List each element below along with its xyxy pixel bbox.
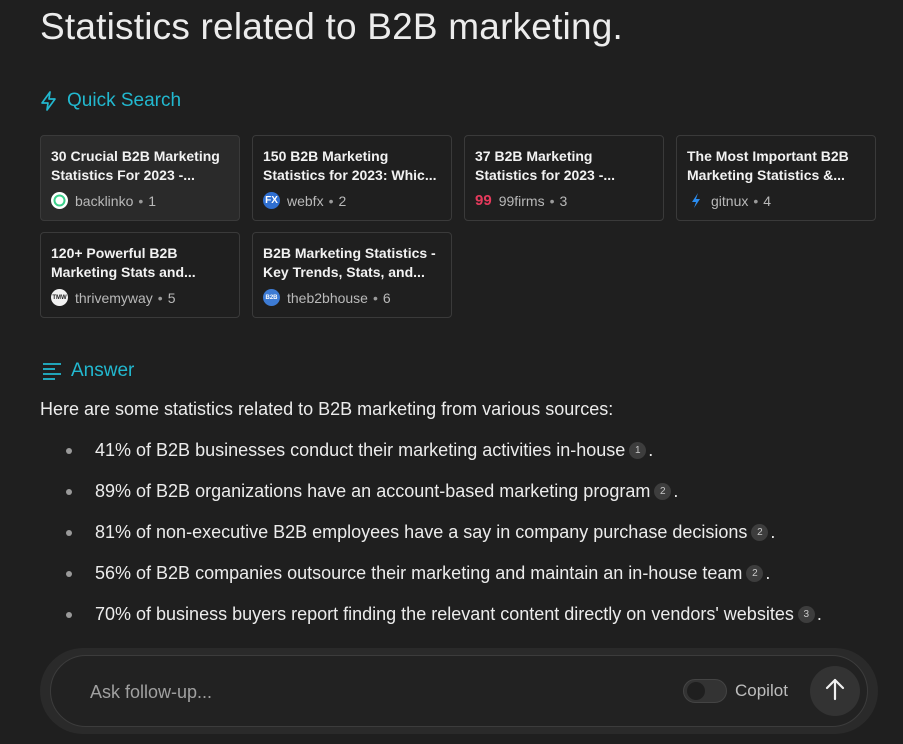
bullet [66,489,72,495]
source-title: 30 Crucial B2B Marketing Statistics For … [51,148,220,183]
answer-text: 70% of business buyers report finding th… [95,604,794,624]
thrivemyway-logo-icon: TMW [51,289,68,306]
99firms-logo-icon: 99 [475,192,492,209]
follow-up-input[interactable] [88,678,612,706]
source-site: thrivemyway [75,289,153,306]
copilot-label: Copilot [735,681,788,700]
answer-intro: Here are some statistics related to B2B … [40,399,614,419]
bullet [66,571,72,577]
answer-heading: Answer [42,360,134,382]
source-card[interactable]: B2B Marketing Statistics - Key Trends, S… [252,232,452,318]
list-item: 41% of B2B businesses conduct their mark… [66,436,866,477]
bullet [66,612,72,618]
source-index: 3 [559,192,568,209]
page-title: Statistics related to B2B marketing. [40,6,624,47]
answer-text: 41% of B2B businesses conduct their mark… [95,440,626,460]
source-index: 1 [148,192,157,209]
source-title: 37 B2B Marketing Statistics for 2023 -..… [475,148,616,183]
quick-search-label: Quick Search [67,90,182,111]
answer-text: 89% of B2B organizations have an account… [95,481,651,501]
backlinko-logo-icon [51,192,68,209]
quick-search-heading: Quick Search [40,90,181,112]
citation-badge[interactable]: 1 [629,442,647,459]
answer-text: 56% of B2B companies outsource their mar… [95,563,743,583]
citation-badge[interactable]: 2 [751,524,769,541]
source-card[interactable]: The Most Important B2B Marketing Statist… [676,135,876,221]
citation-badge[interactable]: 2 [654,483,672,500]
answer-text: 81% of non-executive B2B employees have … [95,522,748,542]
source-site: backlinko [75,192,134,209]
send-button[interactable] [810,666,860,716]
source-index: 6 [382,289,391,306]
arrow-up-icon [824,677,846,706]
source-site: webfx [287,192,324,209]
source-index: 2 [338,192,347,209]
source-card[interactable]: 30 Crucial B2B Marketing Statistics For … [40,135,240,221]
toggle-knob [687,682,705,700]
source-index: 4 [763,192,772,209]
theb2bhouse-logo-icon: B2B [263,289,280,306]
separator-dot: • [328,192,334,209]
source-card[interactable]: 120+ Powerful B2B Marketing Stats and...… [40,232,240,318]
separator-dot: • [138,192,144,209]
lightning-icon [40,91,58,111]
source-site: 99firms [498,192,545,209]
bullet [66,530,72,536]
separator-dot: • [372,289,378,306]
source-title: The Most Important B2B Marketing Statist… [687,148,849,183]
source-card[interactable]: 150 B2B Marketing Statistics for 2023: W… [252,135,452,221]
list-item: 81% of non-executive B2B employees have … [66,518,866,559]
source-index: 5 [167,289,176,306]
answer-label: Answer [71,360,135,381]
citation-badge[interactable]: 3 [797,606,815,623]
source-card[interactable]: 37 B2B Marketing Statistics for 2023 -..… [464,135,664,221]
separator-dot: • [753,192,759,209]
source-title: 120+ Powerful B2B Marketing Stats and... [51,245,196,280]
source-site: gitnux [711,192,749,209]
webfx-logo-icon: FX [263,192,280,209]
list-item: 56% of B2B companies outsource their mar… [66,559,866,600]
copilot-toggle[interactable] [683,679,727,703]
bullet [66,448,72,454]
gitnux-logo-icon [687,192,704,209]
separator-dot: • [549,192,555,209]
list-item: 70% of business buyers report finding th… [66,600,866,629]
citation-badge[interactable]: 2 [746,565,764,582]
source-site: theb2bhouse [287,289,368,306]
text-lines-icon [42,362,62,380]
separator-dot: • [157,289,163,306]
source-title: 150 B2B Marketing Statistics for 2023: W… [263,148,437,183]
list-item: 89% of B2B organizations have an account… [66,477,866,518]
source-title: B2B Marketing Statistics - Key Trends, S… [263,245,436,280]
answer-list: 41% of B2B businesses conduct their mark… [66,436,866,629]
